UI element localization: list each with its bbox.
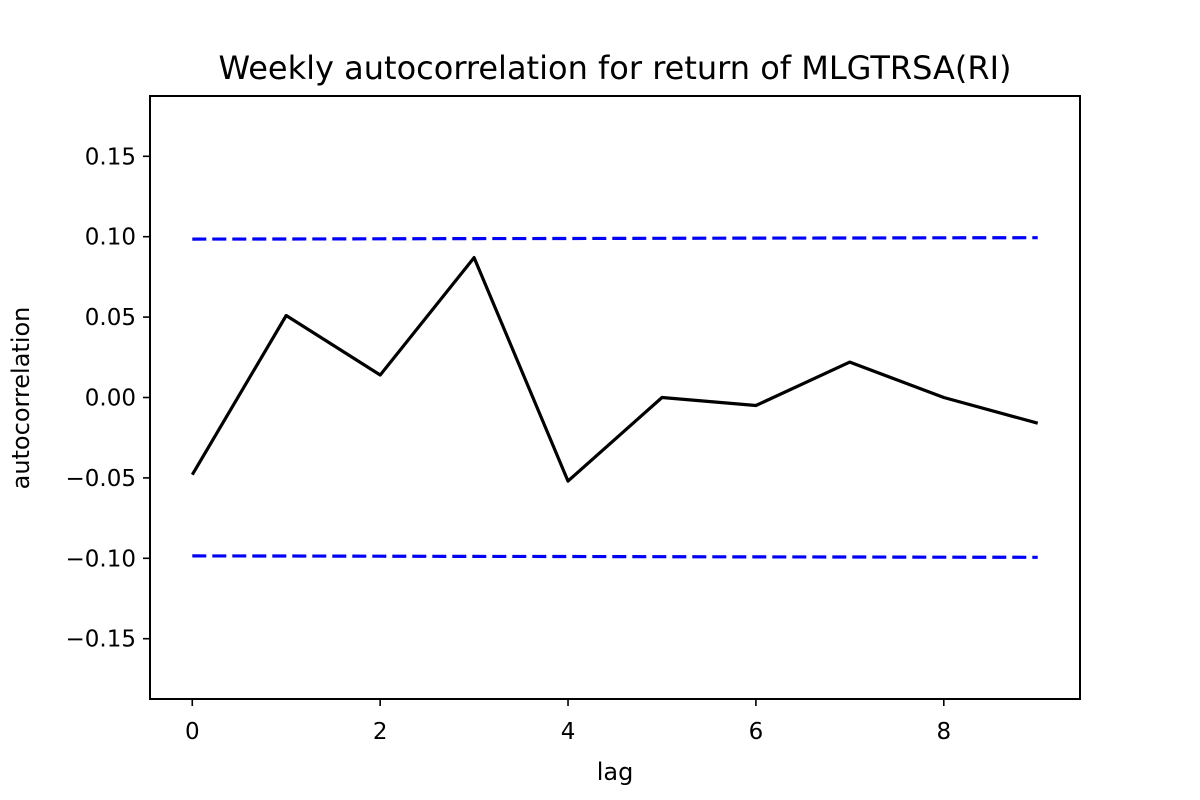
y-tick-label: 0.15 bbox=[85, 144, 136, 170]
y-tick-label: 0.05 bbox=[85, 305, 136, 331]
series-line-lower-bound bbox=[192, 554, 1038, 559]
series-line-autocorrelation bbox=[190, 256, 1039, 483]
series-layer bbox=[190, 236, 1039, 559]
x-tick-label: 2 bbox=[373, 719, 388, 745]
y-tick-label: −0.15 bbox=[66, 627, 136, 653]
y-axis: 0.15 0.10 0.05 0.00 −0.05 −0.10 −0.15 bbox=[66, 144, 150, 653]
x-tick-label: 8 bbox=[936, 719, 951, 745]
x-axis: 0 2 4 6 8 bbox=[185, 699, 951, 745]
series-line-upper-bound bbox=[192, 236, 1038, 241]
y-tick-label: 0.10 bbox=[85, 225, 136, 251]
x-tick-label: 4 bbox=[561, 719, 576, 745]
y-tick-label: −0.05 bbox=[66, 466, 136, 492]
x-tick-label: 0 bbox=[185, 719, 200, 745]
x-tick-label: 6 bbox=[749, 719, 764, 745]
x-axis-label: lag bbox=[597, 758, 634, 786]
y-axis-label: autocorrelation bbox=[7, 307, 35, 490]
y-tick-label: −0.10 bbox=[66, 546, 136, 572]
y-tick-label: 0.00 bbox=[85, 386, 136, 412]
chart-title: Weekly autocorrelation for return of MLG… bbox=[218, 49, 1011, 87]
